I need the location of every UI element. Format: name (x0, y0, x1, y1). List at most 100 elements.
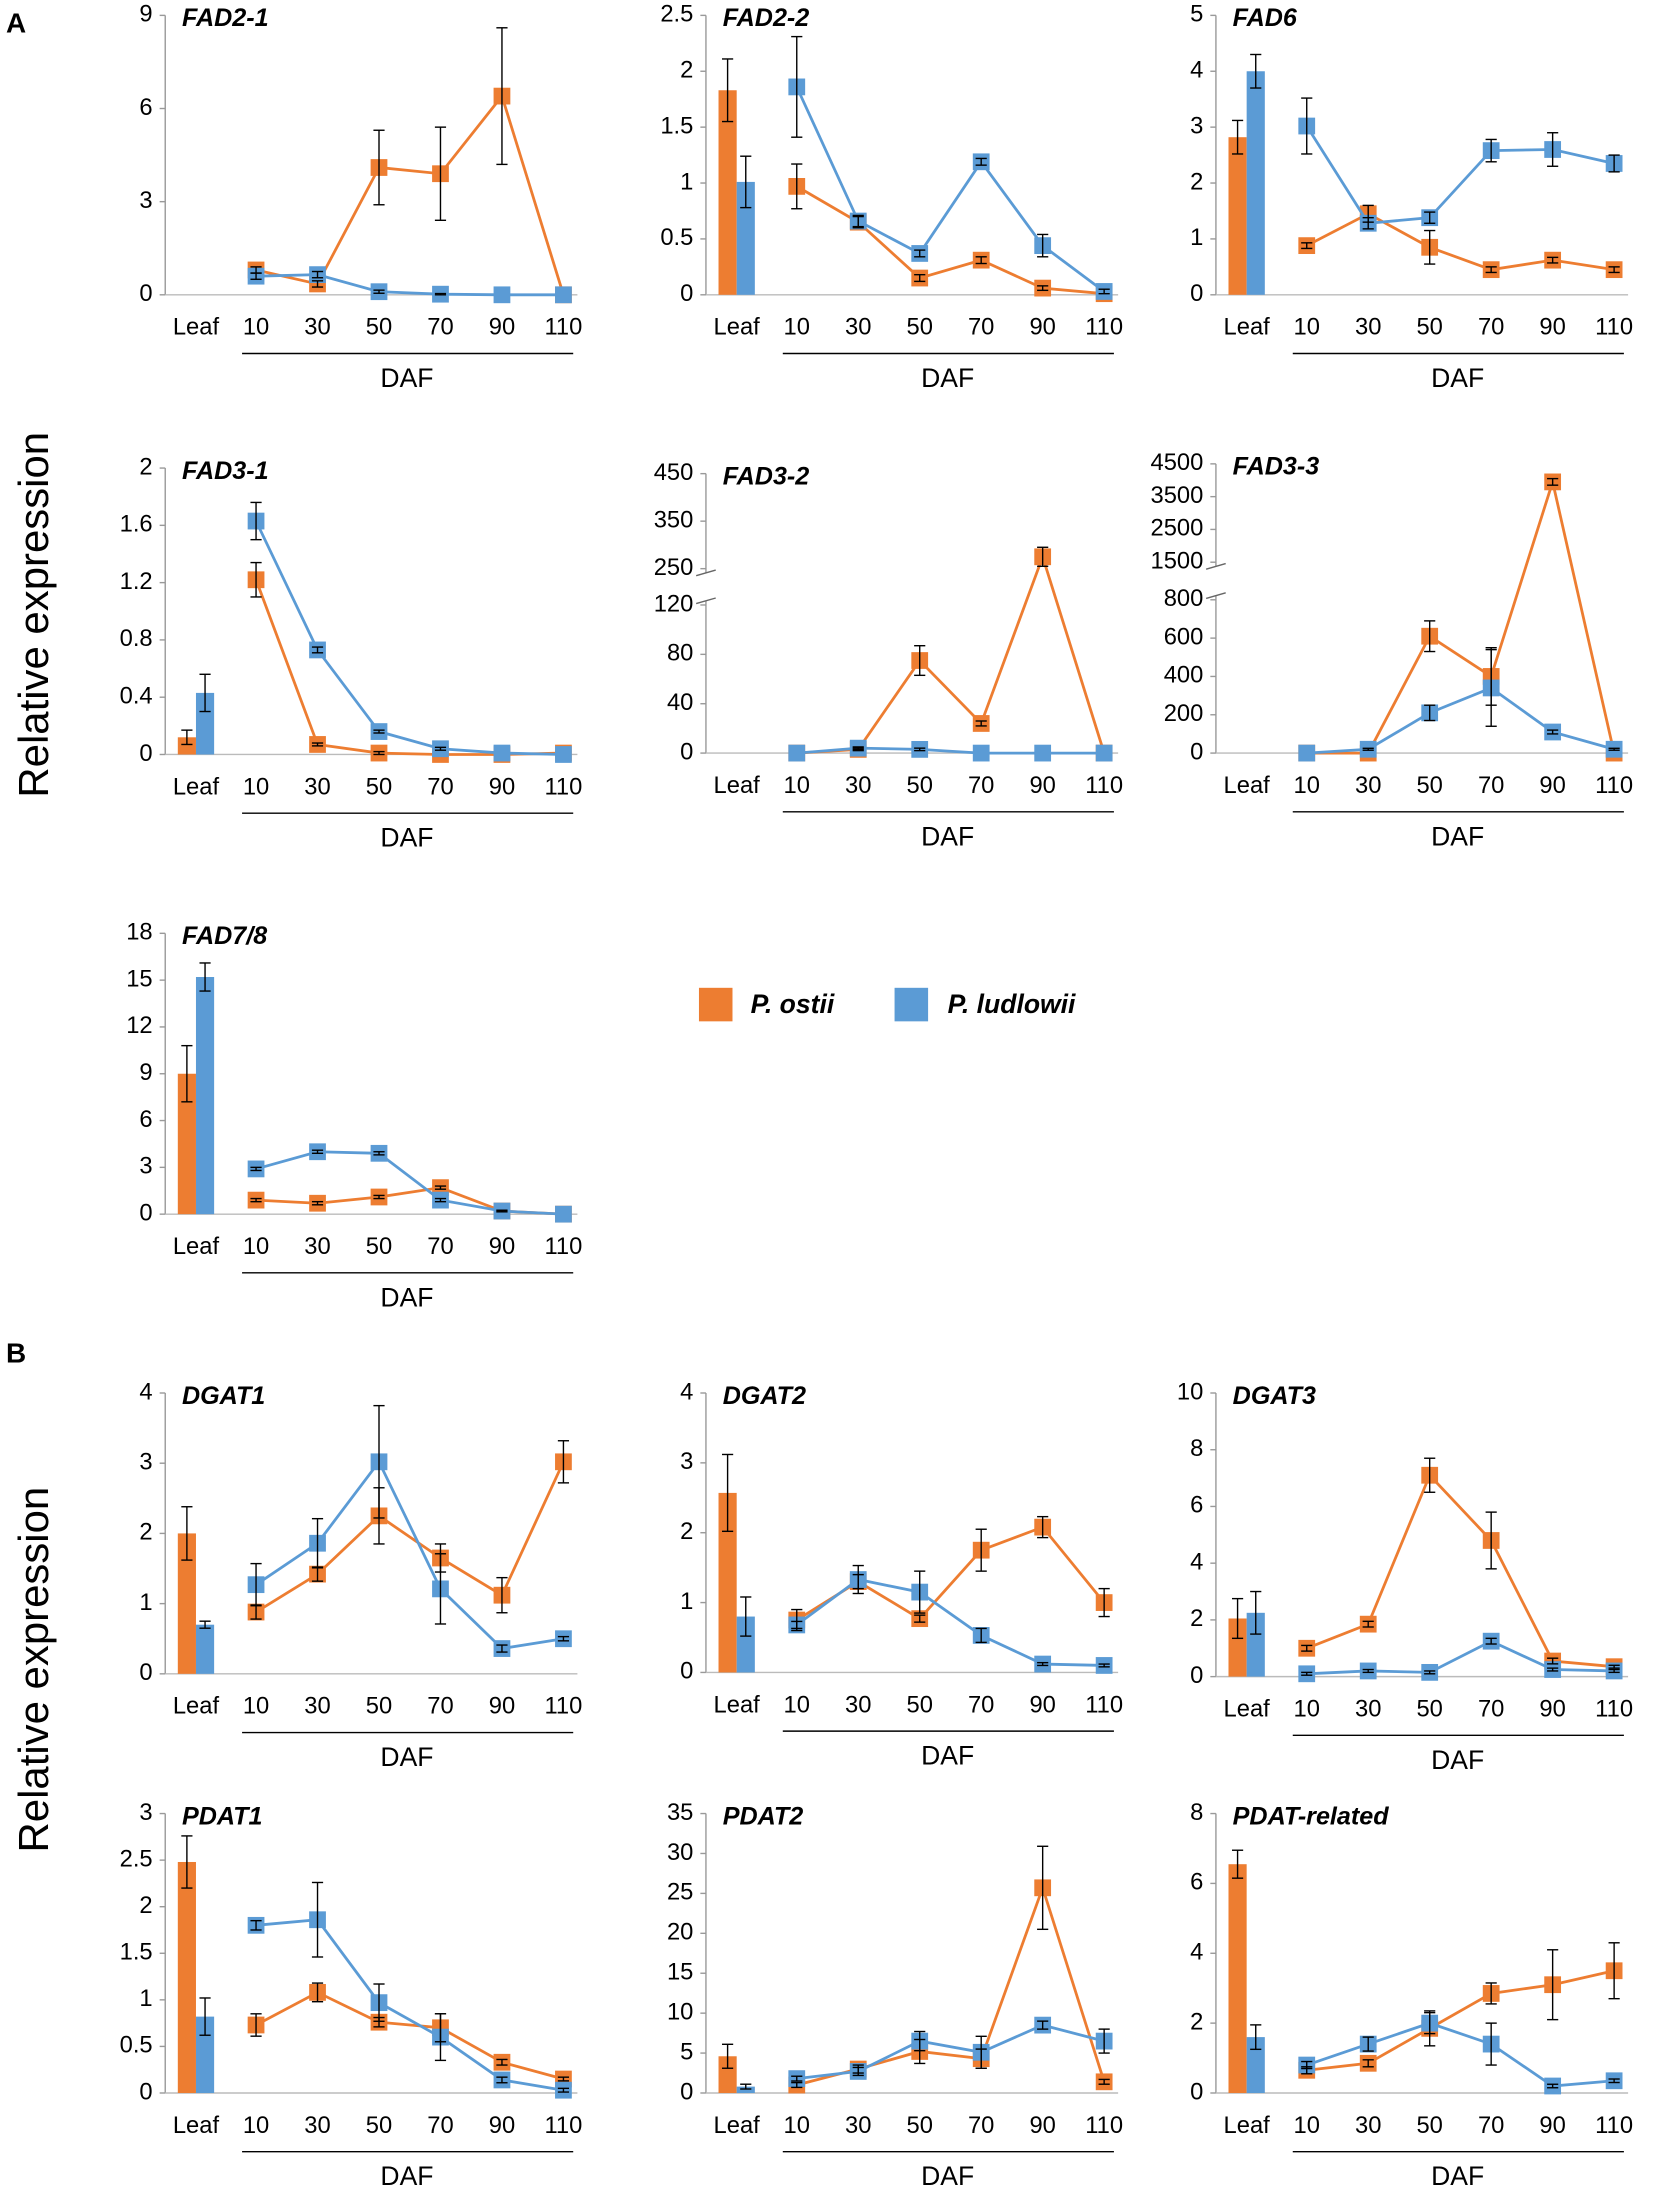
panel-label: B (6, 1338, 26, 1369)
y-tick-label: 1500 (1151, 547, 1204, 574)
x-tick-label: 110 (1595, 2112, 1633, 2139)
error-bar (250, 1197, 262, 1203)
x-tick-label: 70 (427, 773, 453, 800)
y-tick-label: 6 (139, 94, 152, 121)
error-bar (199, 962, 211, 992)
x-tick-label: 90 (1539, 1695, 1565, 1722)
error-bar (1608, 747, 1620, 751)
x-tick-label: 110 (1085, 772, 1123, 799)
x-tick-label: 90 (489, 2112, 515, 2139)
error-bar (852, 746, 864, 751)
x-tick-label: 30 (845, 1691, 871, 1718)
line (796, 552, 1106, 755)
x-tick-label: 50 (1416, 1695, 1442, 1722)
line (255, 1461, 565, 1614)
y-tick-label: 3 (1190, 112, 1203, 139)
error-bar (311, 1517, 324, 1569)
line (1306, 1969, 1615, 2072)
y-tick-label: 35 (667, 1799, 693, 1826)
y-tick-label: 3500 (1151, 482, 1204, 509)
error-bar (852, 1564, 864, 1595)
chart-title: FAD3-3 (1233, 453, 1320, 481)
y-tick-label: 2 (139, 453, 152, 480)
error-bar (1037, 1515, 1049, 1539)
error-bar (1037, 285, 1049, 292)
y-tick-label: 0 (139, 1659, 152, 1686)
bar (736, 181, 755, 295)
error-bar (1608, 266, 1620, 274)
error-bar (1608, 1668, 1620, 1674)
axis-break-mark (1205, 562, 1226, 570)
error-bar (250, 1562, 262, 1607)
error-bar (1547, 1667, 1559, 1672)
line (796, 1883, 1106, 2087)
axis-break (1207, 566, 1225, 596)
y-tick-label: 12 (126, 1012, 152, 1039)
error-bar (434, 2013, 447, 2062)
y-tick-label: 0 (680, 1658, 693, 1685)
x-tick-label: 70 (1478, 1695, 1504, 1722)
error-bar (1231, 119, 1244, 155)
point (1095, 744, 1113, 762)
error-bar (557, 1635, 570, 1642)
y-tick-label: 0 (1190, 2078, 1203, 2105)
error-bar (373, 1151, 385, 1156)
y-tick-label: 200 (1164, 700, 1204, 727)
x-axis-label: DAF (1431, 821, 1484, 851)
y-tick-label: 4 (1190, 1939, 1203, 1966)
error-bar (1485, 1637, 1497, 1645)
y-tick-label: 0 (139, 740, 152, 767)
error-bar (975, 1528, 987, 1572)
x-tick-label: 30 (845, 2112, 871, 2139)
y-tick-label: 0 (680, 738, 693, 765)
x-tick-label: 90 (1029, 314, 1055, 341)
error-bar (1098, 2078, 1110, 2085)
y-tick-label: 4500 (1151, 449, 1204, 476)
x-axis-label: DAF (380, 1742, 433, 1772)
y-tick-label: 4 (1190, 1548, 1203, 1575)
y-tick-label: 0 (1190, 738, 1203, 765)
x-tick-label: Leaf (1224, 1695, 1271, 1722)
x-tick-label: 30 (304, 773, 330, 800)
error-bar (1608, 154, 1620, 173)
point (972, 744, 990, 762)
y-tick-label: 800 (1164, 585, 1204, 612)
y-tick-label: 1 (680, 1588, 693, 1615)
error-bar (1301, 1671, 1313, 1676)
error-bar (1362, 216, 1374, 230)
error-bar (791, 2081, 803, 2089)
y-tick-label: 400 (1164, 662, 1204, 689)
error-bar (311, 1200, 324, 1206)
x-tick-label: 30 (1355, 2112, 1381, 2139)
x-tick-label: 50 (1416, 314, 1442, 341)
y-tick-label: 600 (1164, 623, 1204, 650)
error-bar (791, 35, 803, 138)
y-tick-label: 1 (139, 1985, 152, 2012)
x-tick-label: 50 (1416, 2112, 1442, 2139)
error-bar (1424, 229, 1436, 265)
x-tick-label: 70 (968, 772, 994, 799)
error-bar (914, 249, 926, 258)
error-bar (311, 1881, 324, 1958)
x-axis-label: DAF (380, 1282, 433, 1312)
bar (177, 1861, 196, 2093)
error-bar (914, 273, 926, 283)
x-axis-label: DAF (380, 823, 433, 853)
error-bar (1547, 132, 1559, 167)
y-tick-label: 15 (667, 1959, 693, 1986)
bar (1228, 137, 1247, 295)
y-tick-label: 2 (1190, 1605, 1203, 1632)
x-tick-label: 90 (489, 1233, 515, 1260)
error-bar (975, 720, 987, 727)
y-tick-label: 450 (654, 459, 694, 486)
y-tick-label: 40 (667, 689, 693, 716)
line (254, 520, 564, 756)
x-tick-label: 30 (845, 314, 871, 341)
line (795, 1578, 1105, 1667)
bar (1246, 1612, 1265, 1677)
error-bar (1301, 242, 1313, 250)
error-bar (1037, 1661, 1049, 1667)
y-tick-label: 80 (667, 640, 693, 667)
x-tick-label: 70 (427, 1233, 453, 1260)
y-tick-label: 2 (1190, 2008, 1203, 2035)
